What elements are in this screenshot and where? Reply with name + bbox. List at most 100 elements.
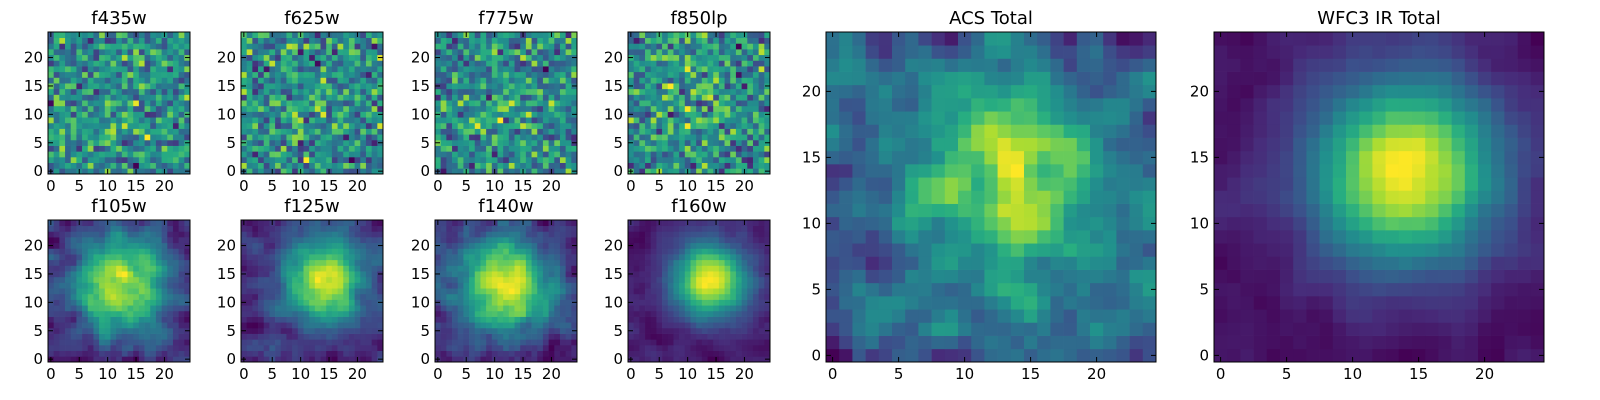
heatmap-cell-f105w [93, 350, 100, 357]
heatmap-cell-f105w [59, 220, 66, 227]
heatmap-cell-f140w [554, 293, 561, 300]
heatmap-cell-f160w [650, 339, 657, 346]
heatmap-cell-f160w [741, 310, 748, 317]
heatmap-cell-f775w [565, 71, 572, 78]
heatmap-cell-f435w [104, 60, 111, 67]
heatmap-cell-f775w [452, 105, 459, 112]
heatmap-cell-f435w [150, 94, 157, 101]
heatmap-cell-f140w [537, 276, 544, 283]
heatmap-cell-f140w [486, 282, 493, 289]
heatmap-cell-f775w [520, 117, 527, 124]
heatmap-cell-f160w [713, 339, 720, 346]
heatmap-cell-f775w [531, 66, 538, 73]
heatmap-cell-f125w [314, 242, 321, 249]
heatmap-cell-f140w [486, 220, 493, 227]
heatmap-cell-f625w [303, 71, 310, 78]
heatmap-cell-f140w [520, 322, 527, 329]
heatmap-cell-f140w [497, 293, 504, 300]
heatmap-cell-f850lp [724, 100, 731, 107]
heatmap-cell-f160w [724, 310, 731, 317]
heatmap-cell-f775w [452, 49, 459, 56]
heatmap-cell-f105w [167, 237, 174, 244]
heatmap-cell-f160w [752, 350, 759, 357]
heatmap-cell-f625w [314, 49, 321, 56]
heatmap-cell-f435w [144, 105, 151, 112]
heatmap-cell-f435w [82, 111, 89, 118]
heatmap-cell-f775w [474, 134, 481, 141]
heatmap-cell-f125w [258, 265, 265, 272]
heatmap-cell-f140w [452, 356, 459, 363]
heatmap-cell-f435w [82, 117, 89, 124]
x-tick-label-f140w: 0 [433, 365, 443, 383]
heatmap-cell-f140w [554, 344, 561, 351]
heatmap-cell-f850lp [724, 168, 731, 175]
panel-title-f850lp: f850lp [670, 8, 727, 29]
heatmap-cell-f125w [241, 225, 248, 232]
heatmap-cell-f850lp [713, 43, 720, 50]
heatmap-cell-f435w [82, 54, 89, 61]
heatmap-cell-f625w [246, 128, 253, 135]
heatmap-cell-f775w [486, 122, 493, 129]
heatmap-cell-f160w [679, 316, 686, 323]
heatmap-cell-f140w [508, 271, 515, 278]
heatmap-cell-f435w [65, 100, 72, 107]
heatmap-cell-f105w [110, 220, 117, 227]
heatmap-cell-f125w [292, 225, 299, 232]
heatmap-cell-f140w [491, 231, 498, 238]
heatmap-cell-f775w [565, 156, 572, 163]
heatmap-cell-f125w [263, 265, 270, 272]
heatmap-cell-f775w [469, 145, 476, 152]
heatmap-cell-f625w [343, 162, 350, 169]
heatmap-cell-f625w [252, 94, 259, 101]
heatmap-cell-f850lp [764, 88, 771, 95]
heatmap-cell-f625w [269, 66, 276, 73]
heatmap-cell-f625w [292, 32, 299, 39]
heatmap-cell-f140w [480, 271, 487, 278]
heatmap-cell-f850lp [701, 71, 708, 78]
heatmap-cell-f105w [178, 248, 185, 255]
heatmap-cell-f105w [184, 288, 191, 295]
heatmap-cell-f125w [297, 293, 304, 300]
y-tick-label-f625w: 10 [217, 105, 236, 123]
heatmap-cell-f140w [525, 316, 532, 323]
heatmap-cell-f850lp [741, 156, 748, 163]
heatmap-cell-f850lp [696, 168, 703, 175]
heatmap-cell-f105w [53, 242, 60, 249]
heatmap-cell-f160w [645, 333, 652, 340]
heatmap-cell-f625w [371, 77, 378, 84]
heatmap-cell-f160w [645, 305, 652, 312]
heatmap-cell-f775w [440, 37, 447, 44]
heatmap-cell-f125w [320, 220, 327, 227]
heatmap-cell-f435w [184, 43, 191, 50]
heatmap-cell-f125w [354, 242, 361, 249]
heatmap-cell-f140w [474, 276, 481, 283]
heatmap-cell-f850lp [741, 117, 748, 124]
heatmap-cell-f105w [110, 293, 117, 300]
heatmap-cell-f625w [360, 37, 367, 44]
heatmap-cell-f625w [269, 111, 276, 118]
heatmap-cell-f125w [280, 242, 287, 249]
heatmap-cell-f105w [161, 254, 168, 261]
axes-frame-f775w [434, 31, 578, 175]
heatmap-cell-f125w [258, 322, 265, 329]
heatmap-cell-f160w [628, 310, 635, 317]
heatmap-cell-f140w [446, 237, 453, 244]
heatmap-cell-f850lp [628, 162, 635, 169]
heatmap-cell-f775w [457, 83, 464, 90]
heatmap-cell-f125w [258, 316, 265, 323]
heatmap-cell-f160w [673, 299, 680, 306]
heatmap-cell-f160w [679, 305, 686, 312]
heatmap-cell-f775w [474, 32, 481, 39]
heatmap-cell-f105w [116, 259, 123, 266]
heatmap-cell-f625w [326, 145, 333, 152]
heatmap-cell-f160w [758, 282, 765, 289]
heatmap-cell-f105w [59, 271, 66, 278]
heatmap-cell-f625w [275, 105, 282, 112]
heatmap-cell-f775w [503, 105, 510, 112]
heatmap-cell-f160w [673, 288, 680, 295]
heatmap-cell-f625w [280, 162, 287, 169]
heatmap-cell-f850lp [752, 49, 759, 56]
heatmap-cell-f435w [144, 54, 151, 61]
heatmap-cell-f850lp [650, 54, 657, 61]
